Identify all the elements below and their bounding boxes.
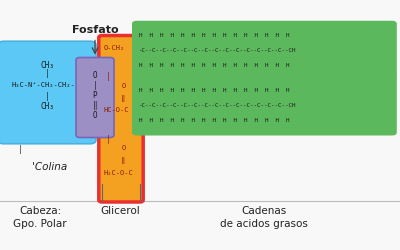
Text: Glicerol: Glicerol [100, 206, 140, 216]
Text: ‖: ‖ [121, 158, 126, 164]
Text: Cadenas
de acidos grasos: Cadenas de acidos grasos [220, 206, 308, 229]
Text: O: O [93, 70, 97, 80]
Text: 'Colina: 'Colina [32, 162, 67, 172]
Text: -C--C--C--C--C--C--C--C--C--C--C--C--C--C--CH: -C--C--C--C--C--C--C--C--C--C--C--C--C--… [139, 48, 296, 53]
Text: |: | [106, 72, 111, 82]
Text: O: O [122, 145, 126, 151]
Text: Cabeza:
Gpo. Polar: Cabeza: Gpo. Polar [13, 206, 67, 229]
Text: |: | [45, 69, 49, 78]
Text: H  H  H  H  H  H  H  H  H  H  H  H  H  H  H: H H H H H H H H H H H H H H H [139, 118, 289, 123]
Text: |: | [45, 92, 49, 101]
FancyBboxPatch shape [76, 58, 114, 138]
Text: CH₃: CH₃ [40, 60, 54, 70]
Text: |: | [106, 135, 111, 144]
Text: O: O [93, 110, 97, 120]
Text: O-CH₂: O-CH₂ [104, 45, 125, 51]
Text: H  H  H  H  H  H  H  H  H  H  H  H  H  H  H: H H H H H H H H H H H H H H H [139, 33, 289, 38]
Text: H  H  H  H  H  H  H  H  H  H  H  H  H  H  H: H H H H H H H H H H H H H H H [139, 88, 289, 93]
FancyBboxPatch shape [132, 21, 397, 80]
Text: CH₃: CH₃ [40, 102, 54, 111]
Text: H₃C-N⁺-CH₂-CH₂-: H₃C-N⁺-CH₂-CH₂- [11, 82, 75, 88]
Text: -C--C--C--C--C--C--C--C--C--C--C--C--C--C--CH: -C--C--C--C--C--C--C--C--C--C--C--C--C--… [139, 103, 296, 108]
Text: P: P [93, 90, 97, 100]
FancyBboxPatch shape [99, 36, 143, 202]
Text: H  H  H  H  H  H  H  H  H  H  H  H  H  H  H: H H H H H H H H H H H H H H H [139, 63, 289, 68]
Text: ‖: ‖ [121, 95, 126, 102]
Text: O: O [122, 82, 126, 88]
Text: HC-O-C: HC-O-C [104, 108, 130, 114]
Text: |: | [18, 145, 22, 154]
Text: H₂C-O-C: H₂C-O-C [104, 170, 134, 176]
Text: |: | [93, 80, 97, 90]
FancyBboxPatch shape [0, 41, 96, 144]
FancyBboxPatch shape [132, 76, 397, 136]
Text: Fosfato: Fosfato [72, 25, 118, 35]
Text: ‖: ‖ [93, 100, 97, 110]
